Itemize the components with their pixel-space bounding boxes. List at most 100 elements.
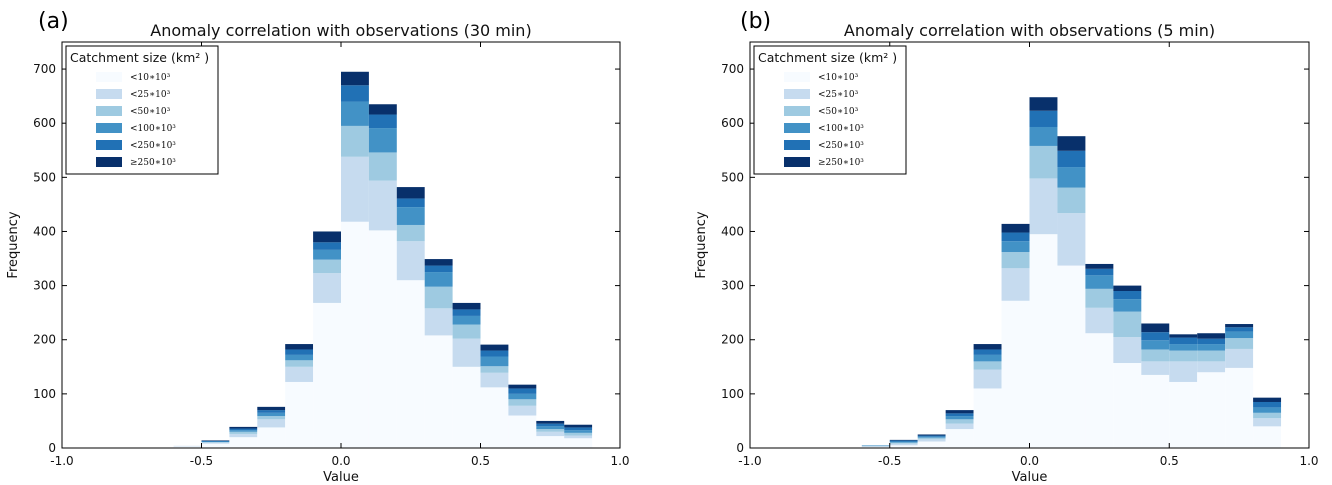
legend-swatch	[96, 123, 122, 133]
legend-swatch	[96, 157, 122, 167]
bar-bin17-series2	[1225, 338, 1254, 349]
bar-bin11-series3	[1057, 167, 1086, 188]
bar-bin12-series3	[1085, 275, 1114, 289]
bar-bin18-series4	[564, 427, 593, 431]
bar-bin7-series4	[257, 410, 286, 413]
bars-group	[145, 71, 593, 448]
bar-bin9-series1	[313, 273, 341, 303]
bar-bin13-series2	[1113, 311, 1142, 338]
bar-bin17-series3	[1225, 331, 1254, 339]
bar-bin10-series5	[1029, 97, 1058, 111]
legend-swatch	[784, 123, 810, 133]
bar-bin6-series1	[229, 433, 258, 438]
bar-bin16-series3	[508, 393, 537, 400]
legend-entry: <25∗10³	[818, 90, 859, 100]
bar-bin9-series5	[313, 231, 341, 243]
y-tick-label: 400	[33, 224, 56, 238]
bar-bin6-series3	[229, 430, 258, 432]
bar-bin6-series1	[917, 439, 946, 442]
bar-bin12-series2	[396, 224, 425, 242]
bar-bin8-series2	[285, 360, 314, 367]
bar-bin9-series4	[1001, 232, 1030, 242]
legend-title: Catchment size (km² )	[70, 50, 209, 65]
bar-bin10-series4	[1029, 110, 1058, 127]
legend-swatch	[784, 157, 810, 167]
bar-bin7-series5	[257, 406, 286, 411]
bar-bin13-series2	[424, 286, 453, 309]
bar-bin4-series3	[861, 445, 890, 446]
bar-bin5-series0	[201, 443, 230, 448]
bar-bin18-series3	[564, 430, 593, 433]
bar-bin17-series2	[536, 429, 565, 432]
y-axis-label: Frequency	[694, 211, 709, 278]
bar-bin18-series0	[564, 438, 593, 448]
y-tick-label: 200	[721, 333, 744, 347]
y-tick-label: 700	[721, 62, 744, 76]
bar-bin8-series1	[285, 366, 314, 382]
bar-bin8-series5	[285, 344, 314, 350]
bar-bin11-series1	[368, 180, 397, 231]
bar-bin9-series2	[313, 259, 341, 274]
bar-bin4-series2	[861, 445, 890, 447]
bar-bin8-series1	[973, 369, 1002, 389]
bar-bin5-series4	[889, 440, 918, 442]
bar-bin8-series3	[973, 354, 1002, 362]
legend-entry: <50∗10³	[130, 107, 171, 117]
panel-label: (b)	[740, 9, 771, 34]
bar-bin5-series5	[889, 439, 918, 441]
legend-entry: <10∗10³	[818, 73, 859, 83]
bar-bin18-series4	[1253, 401, 1282, 408]
bar-bin15-series4	[1169, 337, 1198, 345]
bar-bin13-series3	[424, 272, 453, 287]
bar-bin13-series0	[424, 335, 453, 448]
legend-entry: <25∗10³	[130, 90, 171, 100]
bar-bin16-series0	[1197, 372, 1226, 448]
bar-bin5-series1	[201, 442, 230, 444]
legend-swatch	[784, 140, 810, 150]
bar-bin15-series2	[1169, 350, 1198, 362]
bar-bin12-series2	[1085, 288, 1114, 308]
legend-entry: ≥250∗10³	[818, 158, 864, 168]
bar-bin18-series1	[564, 435, 593, 439]
bar-bin9-series3	[313, 249, 341, 260]
bar-bin11-series2	[1057, 187, 1086, 214]
bar-bin7-series2	[257, 416, 286, 420]
bar-bin9-series4	[313, 242, 341, 250]
bar-bin10-series1	[341, 156, 369, 222]
bar-bin12-series3	[396, 207, 425, 225]
bar-bin15-series5	[480, 344, 509, 351]
bar-bin11-series1	[1057, 213, 1086, 266]
bar-bin7-series3	[945, 416, 974, 420]
bar-bin4-series1	[173, 445, 202, 447]
bar-bin4-series1	[861, 446, 890, 447]
bar-bin15-series2	[480, 366, 509, 373]
bar-bin11-series5	[368, 104, 397, 115]
x-tick-label: 1.0	[610, 454, 629, 468]
bar-bin4-series0	[861, 446, 890, 448]
bar-bin4-series0	[173, 446, 202, 448]
bar-bin11-series5	[1057, 136, 1086, 151]
bar-bin18-series1	[1253, 418, 1282, 427]
bar-bin11-series0	[1057, 265, 1086, 448]
bar-bin15-series3	[480, 356, 509, 367]
bar-bin11-series0	[368, 230, 397, 448]
bar-bin17-series0	[536, 436, 565, 448]
bar-bin14-series4	[452, 309, 481, 316]
bar-bin16-series2	[1197, 350, 1226, 362]
x-tick-label: -0.5	[878, 454, 901, 468]
bar-bin8-series2	[973, 361, 1002, 370]
bar-bin14-series5	[452, 302, 481, 310]
bar-bin12-series5	[396, 187, 425, 199]
bar-bin5-series2	[889, 442, 918, 444]
bar-bin11-series3	[368, 128, 397, 153]
bar-bin13-series1	[424, 308, 453, 336]
bar-bin9-series1	[1001, 268, 1030, 301]
bar-bin12-series5	[1085, 263, 1114, 269]
legend: Catchment size (km² ) <10∗10³ <25∗10³ <50∗1…	[65, 45, 219, 175]
legend-entry: <10∗10³	[130, 73, 171, 83]
bar-bin8-series4	[973, 349, 1002, 355]
bar-bin16-series5	[508, 384, 537, 389]
y-tick-label: 600	[721, 116, 744, 130]
